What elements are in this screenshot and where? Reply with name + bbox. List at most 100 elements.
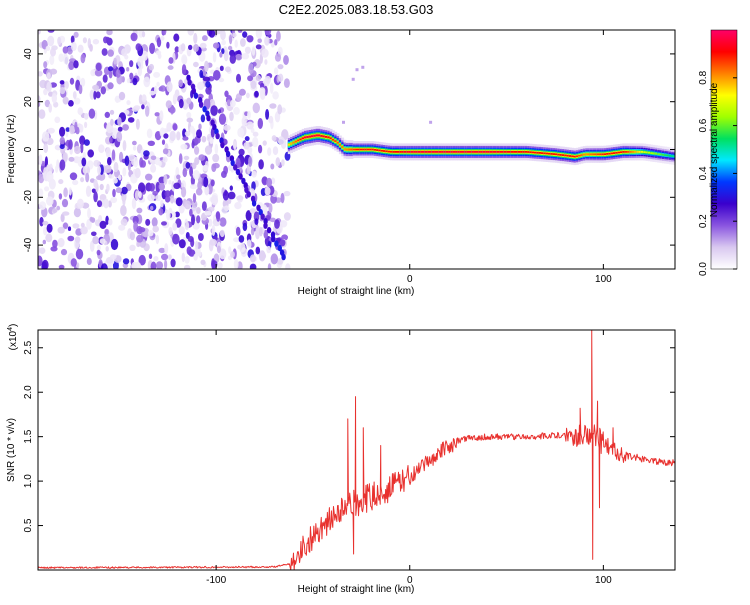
- noise-blob: [189, 166, 194, 177]
- noise-blob: [154, 85, 158, 95]
- noise-blob: [277, 64, 284, 70]
- noise-blob: [227, 198, 232, 205]
- noise-blob: [172, 233, 180, 245]
- snr-series-line: [38, 330, 675, 570]
- noise-blob: [58, 193, 63, 200]
- signal-cell: [510, 151, 514, 153]
- signal-cell: [487, 151, 491, 153]
- signal-cell: [585, 153, 589, 156]
- noise-blob: [211, 258, 216, 269]
- noise-blob: [83, 139, 90, 146]
- signal-cell: [494, 151, 498, 153]
- signal-cell: [571, 155, 575, 158]
- noise-blob: [208, 30, 216, 38]
- signal-cell: [557, 153, 561, 156]
- colorbar-tick-label: 0.0: [698, 262, 709, 276]
- noise-blob: [138, 191, 142, 199]
- noise-blob: [68, 100, 74, 107]
- signal-cell: [341, 146, 345, 148]
- noise-blob: [238, 148, 245, 156]
- signal-cell: [615, 151, 619, 154]
- noise-blob: [277, 104, 283, 115]
- spectrogram-panel: -100 0 100 -40 -20 0 20 40 Height of straight l…: [6, 29, 676, 297]
- noise-blob: [202, 35, 208, 42]
- noise-blob: [105, 36, 110, 42]
- noise-blob: [241, 53, 250, 60]
- noise-blob: [204, 60, 209, 72]
- snr-y-axis-label: SNR (10 * v/v): [6, 418, 17, 482]
- noise-blob: [57, 237, 65, 248]
- noise-blob: [167, 65, 174, 70]
- noise-blob: [132, 77, 138, 86]
- noise-blob: [117, 126, 123, 132]
- noise-blob: [164, 195, 171, 203]
- noise-blob: [270, 163, 275, 170]
- noise-blob: [45, 233, 53, 243]
- signal-cell: [427, 151, 431, 153]
- noise-blob: [158, 160, 162, 167]
- noise-blob: [246, 35, 254, 43]
- noise-blob: [186, 117, 194, 123]
- signal-cell: [290, 142, 293, 145]
- noise-blob: [269, 103, 277, 109]
- noise-blob: [163, 30, 167, 36]
- noise-blob: [81, 157, 87, 167]
- noise-blob: [80, 53, 86, 64]
- artifact-blob: [215, 132, 220, 140]
- noise-blob: [246, 92, 250, 99]
- noise-blob: [196, 129, 202, 139]
- noise-blob: [58, 179, 64, 185]
- noise-blob: [92, 38, 100, 45]
- signal-cell: [638, 151, 642, 153]
- noise-blob: [163, 133, 169, 139]
- signal-cell: [666, 154, 670, 157]
- noise-blob: [43, 88, 48, 96]
- artifact-blob: [212, 123, 217, 131]
- noise-blob: [186, 246, 192, 256]
- noise-blob: [118, 174, 122, 181]
- noise-blob: [93, 159, 100, 167]
- noise-blob: [96, 244, 101, 251]
- noise-blob: [174, 46, 180, 53]
- noise-blob: [107, 82, 114, 90]
- noise-blob: [130, 32, 138, 42]
- noise-blob: [122, 124, 129, 131]
- noise-blob: [93, 191, 98, 203]
- noise-blob: [164, 190, 171, 198]
- signal-cell: [457, 151, 461, 153]
- signal-cell: [545, 152, 549, 155]
- noise-blob: [68, 139, 73, 150]
- noise-blob: [51, 93, 57, 104]
- noise-blob: [223, 124, 231, 131]
- noise-blob: [191, 141, 195, 149]
- noise-blob: [276, 258, 284, 265]
- signal-cell: [543, 152, 547, 155]
- signal-cell: [345, 148, 349, 151]
- noise-blob: [221, 170, 227, 178]
- signal-cell: [573, 155, 577, 158]
- noise-blob: [200, 114, 206, 123]
- noise-blob: [197, 93, 204, 99]
- noise-blob: [229, 34, 233, 45]
- noise-blob: [106, 30, 113, 36]
- noise-blob: [39, 216, 44, 227]
- noise-blob: [217, 109, 222, 114]
- noise-blob: [89, 89, 95, 100]
- noise-blob: [193, 61, 199, 68]
- signal-cell: [320, 134, 324, 137]
- noise-blob: [198, 154, 206, 161]
- noise-blob: [153, 256, 159, 262]
- noise-blob: [255, 44, 262, 50]
- noise-blob: [110, 118, 114, 126]
- signal-cell: [668, 154, 672, 157]
- noise-blob: [137, 66, 143, 77]
- noise-blob: [132, 140, 137, 146]
- signal-cell: [308, 135, 312, 138]
- signal-cell: [306, 136, 310, 138]
- artifact-blob: [256, 204, 261, 211]
- signal-cell: [450, 151, 454, 153]
- noise-blob: [227, 45, 233, 51]
- noise-blob: [69, 77, 75, 85]
- signal-cell: [329, 137, 333, 140]
- noise-blob: [257, 38, 263, 44]
